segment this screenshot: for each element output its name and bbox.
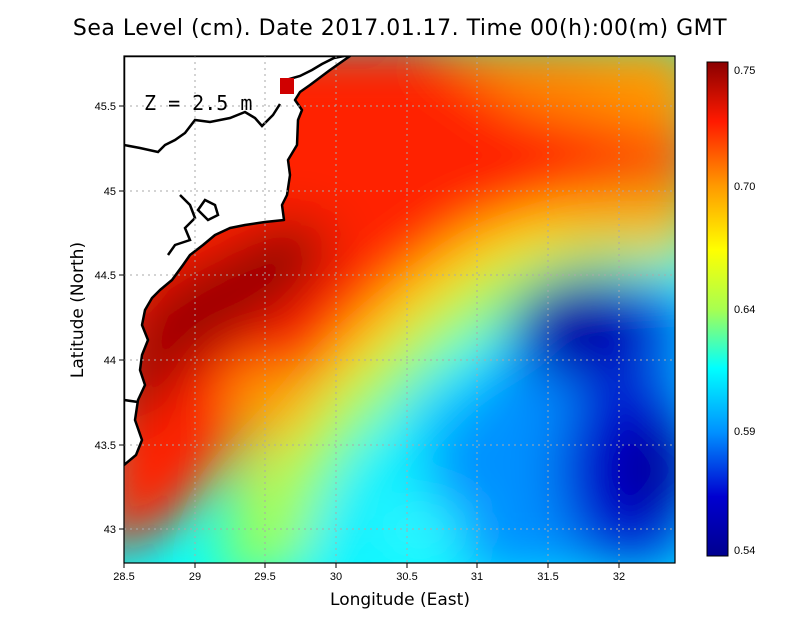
- x-tick-label: 31.5: [537, 571, 558, 583]
- x-tick-label: 32: [613, 571, 625, 583]
- y-tick-label: 44: [104, 355, 116, 367]
- colorbar-label: 0.75: [734, 65, 755, 77]
- x-tick-label: 31: [471, 571, 483, 583]
- colorbar-label: 0.70: [734, 181, 755, 193]
- x-tick-label: 30: [330, 571, 342, 583]
- x-ticks: [123, 563, 620, 568]
- x-axis-label: Longitude (East): [330, 590, 470, 610]
- y-ticks: [119, 105, 124, 530]
- sea-level-field: [124, 56, 675, 563]
- depth-annotation: Z = 2.5 m: [144, 91, 252, 115]
- y-tick-label: 43.5: [95, 440, 116, 452]
- plot-frame: [123, 55, 676, 564]
- colorbar-label: 0.54: [734, 545, 755, 557]
- x-tick-label: 28.5: [113, 571, 134, 583]
- colorbar-scale: [706, 61, 729, 557]
- y-tick-label: 43: [104, 524, 116, 536]
- x-tick-label: 30.5: [396, 571, 417, 583]
- x-tick-label: 29.5: [254, 571, 275, 583]
- land-mass: [124, 56, 352, 467]
- map-grid: [124, 56, 675, 563]
- y-tick-label: 45: [104, 186, 116, 198]
- colorbar-label: 0.64: [734, 304, 755, 316]
- colorbar: 0.75 0.70 0.64 0.59 0.54: [706, 61, 755, 557]
- x-tick-label: 29: [189, 571, 201, 583]
- y-tick-label: 45.5: [95, 101, 116, 113]
- colorbar-label: 0.59: [734, 426, 755, 438]
- y-tick-label: 44.5: [95, 270, 116, 282]
- coastal-red-pixel: [280, 78, 294, 94]
- map-title: Sea Level (cm). Date 2017.01.17. Time 00…: [72, 16, 728, 41]
